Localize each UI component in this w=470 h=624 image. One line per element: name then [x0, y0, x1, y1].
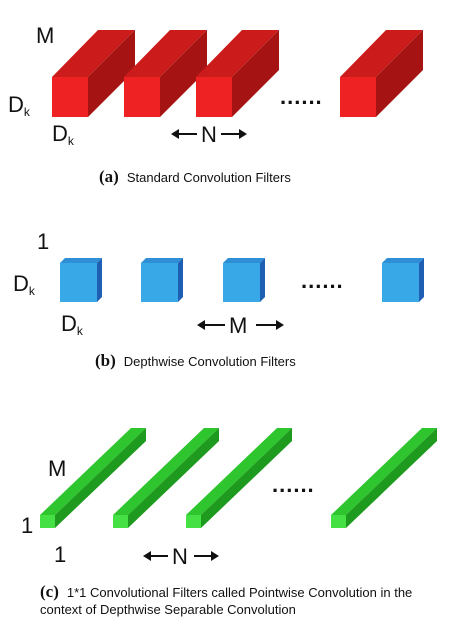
height-label: Dk	[8, 92, 31, 119]
filter-front-face	[223, 263, 260, 302]
filter-front-face	[196, 77, 232, 117]
filter-front-face	[40, 515, 55, 528]
green-filter-1	[40, 428, 146, 528]
blue-filter-2	[141, 258, 183, 302]
red-filter-2	[124, 30, 207, 117]
ellipsis: ......	[272, 472, 315, 497]
filter-side-face	[55, 428, 146, 528]
count-indicator: M	[197, 313, 284, 338]
count-label: N	[172, 544, 188, 569]
filter-front-face	[186, 515, 201, 528]
filter-top-face	[113, 428, 219, 515]
filter-front-face	[141, 263, 178, 302]
left-arrowhead-icon	[171, 129, 179, 139]
filter-top-face	[223, 258, 265, 263]
filter-front-face	[52, 77, 88, 117]
left-arrowhead-icon	[143, 551, 151, 561]
filter-side-face	[376, 30, 423, 117]
filter-side-face	[178, 258, 183, 302]
count-indicator: N	[143, 544, 219, 569]
filter-side-face	[232, 30, 279, 117]
depth-label: M	[48, 456, 66, 481]
right-arrowhead-icon	[211, 551, 219, 561]
filter-front-face	[113, 515, 128, 528]
green-filter-4	[331, 428, 437, 528]
left-arrowhead-icon	[197, 320, 205, 330]
filter-side-face	[201, 428, 292, 528]
filter-side-face	[128, 428, 219, 528]
count-indicator: N	[171, 122, 247, 147]
filter-top-face	[196, 30, 279, 77]
ellipsis: ......	[280, 84, 323, 109]
filter-front-face	[382, 263, 419, 302]
green-filter-3	[186, 428, 292, 528]
width-label: Dk	[61, 311, 84, 338]
filter-top-face	[186, 428, 292, 515]
caption-c-line2: context of Depthwise Separable Convoluti…	[40, 602, 296, 617]
caption-c-line1: (c) 1*1 Convolutional Filters called Poi…	[40, 582, 412, 601]
filter-side-face	[419, 258, 424, 302]
filter-front-face	[60, 263, 97, 302]
depth-label: M	[36, 23, 54, 48]
filter-top-face	[340, 30, 423, 77]
ellipsis: ......	[301, 268, 344, 293]
filter-top-face	[60, 258, 102, 263]
height-label: 1	[21, 513, 33, 538]
filter-side-face	[260, 258, 265, 302]
width-label: Dk	[52, 121, 75, 148]
right-arrowhead-icon	[239, 129, 247, 139]
filter-front-face	[340, 77, 376, 117]
filter-front-face	[331, 515, 346, 528]
height-label: Dk	[13, 271, 36, 298]
filter-front-face	[124, 77, 160, 117]
blue-filter-1	[60, 258, 102, 302]
red-filter-3	[196, 30, 279, 117]
blue-filter-4	[382, 258, 424, 302]
caption-a: (a) Standard Convolution Filters	[99, 167, 291, 186]
caption-b: (b) Depthwise Convolution Filters	[95, 351, 296, 370]
filter-top-face	[331, 428, 437, 515]
count-label: M	[229, 313, 247, 338]
green-filter-2	[113, 428, 219, 528]
filter-top-face	[382, 258, 424, 263]
filter-side-face	[97, 258, 102, 302]
panel-depthwise-convolution: ...... 1 Dk Dk M (b) Depthwise Convoluti…	[13, 229, 424, 370]
panel-pointwise-convolution: ...... M 1 1 N (c) 1*1 Convolutional Fil…	[21, 428, 437, 617]
filter-top-face	[52, 30, 135, 77]
red-filter-1	[52, 30, 135, 117]
filter-top-face	[40, 428, 146, 515]
filter-top-face	[141, 258, 183, 263]
width-label: 1	[54, 542, 66, 567]
filter-top-face	[124, 30, 207, 77]
right-arrowhead-icon	[276, 320, 284, 330]
filter-side-face	[88, 30, 135, 117]
depth-label: 1	[37, 229, 49, 254]
count-label: N	[201, 122, 217, 147]
filter-side-face	[160, 30, 207, 117]
panel-standard-convolution: ...... M Dk Dk N (a) Standard Convolutio…	[8, 23, 423, 186]
blue-filter-3	[223, 258, 265, 302]
filter-side-face	[346, 428, 437, 528]
red-filter-4	[340, 30, 423, 117]
